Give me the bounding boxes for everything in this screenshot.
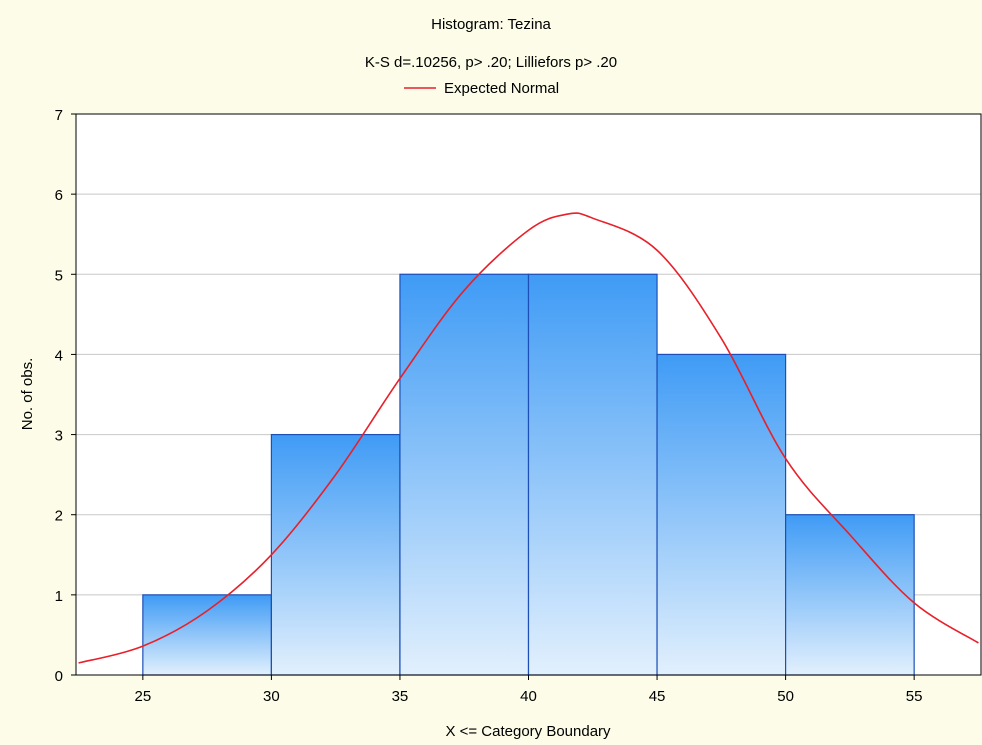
histogram-bars bbox=[142, 273, 915, 676]
histogram-bar-30-35 bbox=[270, 433, 401, 676]
expected-normal-curve bbox=[78, 212, 979, 664]
x-tick-label-45: 45 bbox=[649, 688, 666, 705]
y-axis-label: No. of obs. bbox=[19, 358, 36, 431]
histogram-bar-40-45 bbox=[527, 273, 658, 676]
x-tick-label-35: 35 bbox=[392, 688, 409, 705]
y-axis-ticks: 0 1 2 3 4 5 6 7 bbox=[55, 107, 76, 685]
y-tick-label-4: 4 bbox=[55, 347, 63, 364]
legend-label: Expected Normal bbox=[444, 80, 559, 97]
expected-normal-curve-layer bbox=[78, 212, 979, 664]
x-axis-label: X <= Category Boundary bbox=[445, 723, 611, 740]
y-tick-label-7: 7 bbox=[55, 107, 63, 124]
y-tick-label-5: 5 bbox=[55, 267, 63, 284]
chart-title: Histogram: Tezina bbox=[431, 16, 551, 33]
histogram-bar-25-30 bbox=[142, 594, 272, 676]
y-tick-label-0: 0 bbox=[55, 668, 63, 685]
histogram-bar-50-55 bbox=[785, 514, 915, 676]
histogram-bar-35-40 bbox=[399, 273, 530, 676]
y-tick-label-3: 3 bbox=[55, 428, 63, 445]
x-axis-ticks: 25 30 35 40 45 50 55 bbox=[135, 675, 923, 705]
x-tick-label-25: 25 bbox=[135, 688, 152, 705]
y-tick-label-2: 2 bbox=[55, 508, 63, 525]
y-tick-label-1: 1 bbox=[55, 588, 63, 605]
x-tick-label-40: 40 bbox=[520, 688, 537, 705]
x-tick-label-30: 30 bbox=[263, 688, 280, 705]
chart-subtitle: K-S d=.10256, p> .20; Lilliefors p> .20 bbox=[365, 54, 617, 71]
x-tick-label-55: 55 bbox=[906, 688, 923, 705]
histogram-bar-45-50 bbox=[656, 353, 787, 676]
y-tick-label-6: 6 bbox=[55, 187, 63, 204]
x-tick-label-50: 50 bbox=[777, 688, 794, 705]
legend: Expected Normal bbox=[404, 80, 559, 97]
